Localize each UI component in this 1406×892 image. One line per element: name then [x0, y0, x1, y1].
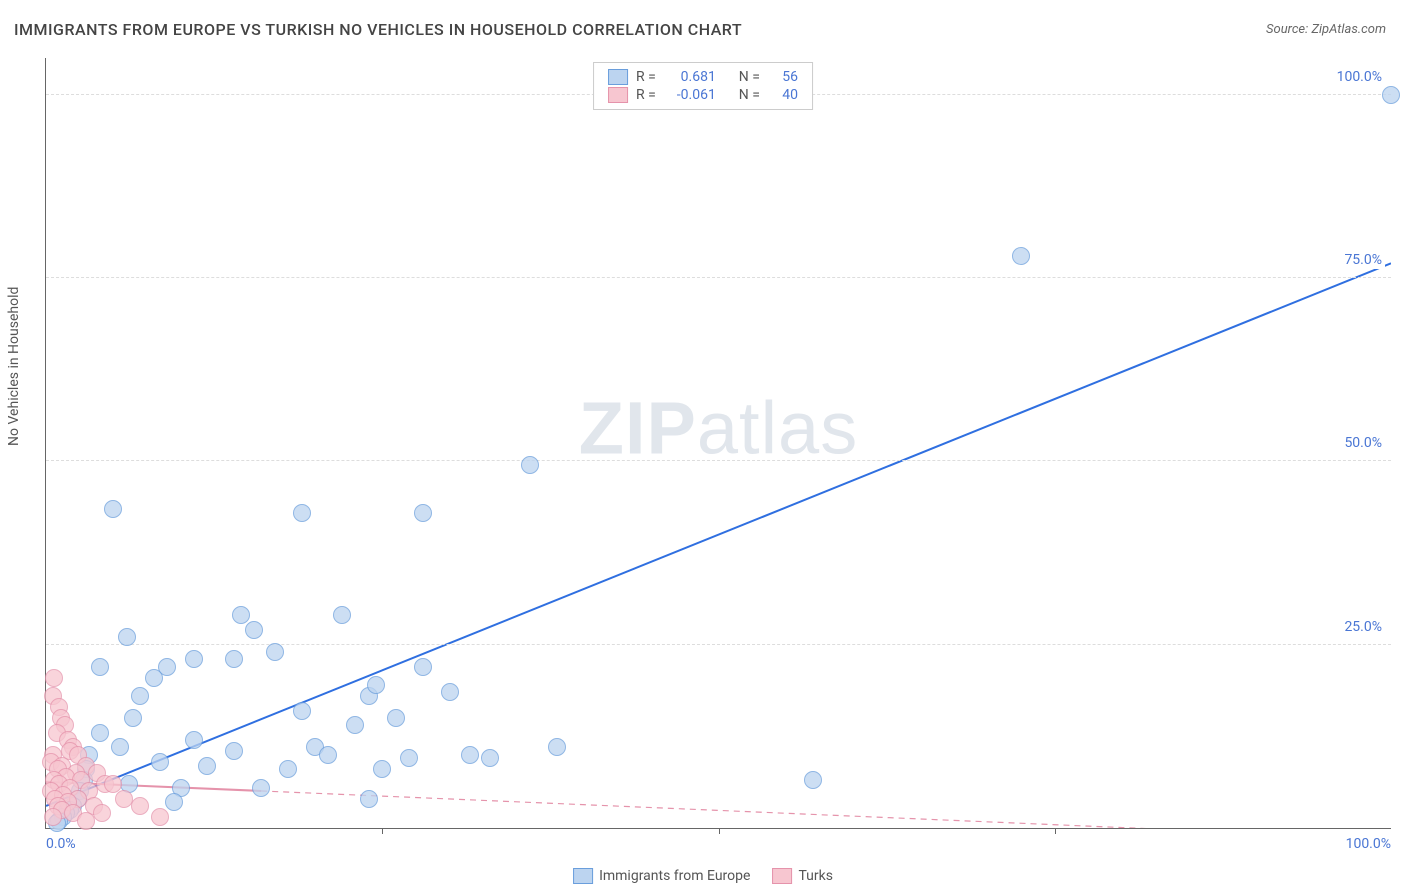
- data-point: [367, 676, 385, 694]
- data-point: [131, 797, 149, 815]
- data-point: [124, 709, 142, 727]
- data-point: [461, 746, 479, 764]
- legend-r-value: -0.061: [664, 87, 716, 103]
- data-point: [91, 658, 109, 676]
- source-attribution: Source: ZipAtlas.com: [1266, 22, 1386, 37]
- data-point: [1012, 247, 1030, 265]
- data-point: [77, 812, 95, 830]
- y-tick-label: 25.0%: [1341, 618, 1385, 636]
- data-point: [185, 731, 203, 749]
- data-point: [521, 456, 539, 474]
- data-point: [804, 771, 822, 789]
- data-point: [548, 738, 566, 756]
- data-point: [245, 621, 263, 639]
- x-tick-label: 100.0%: [1346, 836, 1391, 852]
- data-point: [252, 779, 270, 797]
- legend-n-label: N =: [739, 69, 760, 85]
- data-point: [118, 628, 136, 646]
- data-point: [131, 687, 149, 705]
- data-point: [387, 709, 405, 727]
- data-point: [151, 808, 169, 826]
- data-point: [165, 793, 183, 811]
- legend-n-label: N =: [739, 87, 760, 103]
- legend-n-value: 56: [768, 69, 798, 85]
- data-point: [319, 746, 337, 764]
- legend-series-name: Immigrants from Europe: [599, 868, 750, 884]
- x-tick-mark: [1055, 828, 1056, 834]
- series-legend: Immigrants from Europe Turks: [573, 868, 833, 884]
- data-point: [44, 808, 62, 826]
- data-point: [360, 790, 378, 808]
- data-point: [145, 669, 163, 687]
- legend-item: Immigrants from Europe: [573, 868, 750, 884]
- x-tick-mark: [719, 828, 720, 834]
- data-point: [279, 760, 297, 778]
- legend-swatch: [608, 69, 628, 85]
- correlation-legend: R = 0.681 N = 56 R = -0.061 N = 40: [593, 62, 813, 110]
- data-point: [293, 702, 311, 720]
- data-point: [1382, 86, 1400, 104]
- chart-title: IMMIGRANTS FROM EUROPE VS TURKISH NO VEH…: [14, 20, 742, 39]
- data-point: [266, 643, 284, 661]
- data-point: [198, 757, 216, 775]
- data-point: [104, 500, 122, 518]
- y-tick-label: 75.0%: [1341, 251, 1385, 269]
- data-point: [91, 724, 109, 742]
- data-point: [111, 738, 129, 756]
- data-point: [225, 650, 243, 668]
- data-point: [400, 749, 418, 767]
- watermark-bold: ZIP: [579, 386, 697, 469]
- legend-swatch: [573, 868, 593, 884]
- source-prefix: Source:: [1266, 22, 1311, 37]
- gridline: [46, 277, 1391, 278]
- gridline: [46, 644, 1391, 645]
- legend-series-name: Turks: [798, 868, 833, 884]
- data-point: [346, 716, 364, 734]
- legend-r-label: R =: [636, 69, 656, 85]
- watermark: ZIPatlas: [579, 385, 858, 470]
- data-point: [414, 504, 432, 522]
- legend-swatch: [608, 87, 628, 103]
- legend-r-value: 0.681: [664, 69, 716, 85]
- data-point: [225, 742, 243, 760]
- data-point: [373, 760, 391, 778]
- data-point: [93, 804, 111, 822]
- x-tick-mark: [382, 828, 383, 834]
- data-point: [45, 669, 63, 687]
- data-point: [481, 749, 499, 767]
- scatter-plot-area: ZIPatlas 25.0%50.0%75.0%100.0%0.0%100.0%: [45, 58, 1391, 829]
- y-axis-label: No Vehicles in Household: [6, 287, 22, 446]
- legend-swatch: [772, 868, 792, 884]
- watermark-light: atlas: [697, 386, 858, 469]
- legend-r-label: R =: [636, 87, 656, 103]
- data-point: [441, 683, 459, 701]
- legend-item: Turks: [772, 868, 833, 884]
- gridline: [46, 460, 1391, 461]
- y-tick-label: 100.0%: [1334, 68, 1385, 86]
- data-point: [414, 658, 432, 676]
- y-tick-label: 50.0%: [1341, 434, 1385, 452]
- legend-n-value: 40: [768, 87, 798, 103]
- x-tick-label: 0.0%: [46, 836, 76, 852]
- data-point: [151, 753, 169, 771]
- legend-row: R = -0.061 N = 40: [608, 86, 798, 104]
- trend-lines-svg: [46, 58, 1391, 828]
- data-point: [232, 606, 250, 624]
- legend-row: R = 0.681 N = 56: [608, 68, 798, 86]
- data-point: [185, 650, 203, 668]
- data-point: [333, 606, 351, 624]
- data-point: [293, 504, 311, 522]
- source-name: ZipAtlas.com: [1311, 22, 1386, 37]
